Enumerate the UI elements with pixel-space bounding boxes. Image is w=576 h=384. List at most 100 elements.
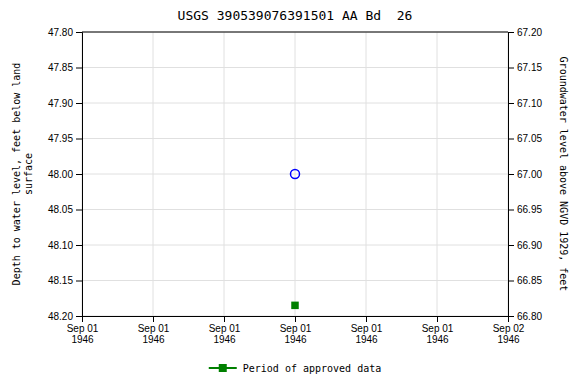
y2-tick-mark bbox=[508, 210, 514, 211]
point bbox=[291, 170, 300, 179]
y-tick-mark bbox=[76, 245, 82, 246]
x-tick-mark bbox=[366, 316, 367, 322]
x-tick-mark bbox=[437, 316, 438, 322]
y-tick-mark bbox=[76, 139, 82, 140]
y2-tick-mark bbox=[508, 103, 514, 104]
y-tick-label: 48.00 bbox=[48, 169, 73, 180]
y2-tick-mark bbox=[508, 245, 514, 246]
y-axis: 47.80 47.85 47.90 47.95 48.00 48.05 48.10 48.15… bbox=[48, 27, 83, 322]
text-line: Sep 01 bbox=[422, 323, 454, 334]
y2-tick-label: 67.15 bbox=[517, 62, 542, 73]
x-tick-label: Sep 011946 bbox=[351, 323, 383, 345]
y2-tick: 67.05 bbox=[508, 133, 542, 144]
x-tick: Sep 021946 bbox=[493, 316, 525, 345]
y2-tick-mark bbox=[508, 174, 514, 175]
legend-swatch-marker bbox=[219, 364, 227, 372]
x-tick: Sep 011946 bbox=[422, 316, 454, 345]
x-tick: Sep 011946 bbox=[138, 316, 170, 345]
x-tick-mark bbox=[508, 316, 509, 322]
text-line: Sep 01 bbox=[280, 323, 312, 334]
y-tick: 48.20 bbox=[48, 311, 82, 322]
y-axis-line bbox=[76, 33, 83, 317]
x-tick: Sep 011946 bbox=[209, 316, 241, 345]
y2-tick: 67.10 bbox=[508, 98, 542, 109]
y-tick: 47.90 bbox=[48, 98, 82, 109]
y-tick: 48.10 bbox=[48, 240, 82, 251]
y-tick: 48.05 bbox=[48, 204, 82, 215]
x-tick-label: Sep 011946 bbox=[422, 323, 454, 345]
y-tick-mark bbox=[76, 316, 82, 317]
y2-tick-mark bbox=[508, 68, 514, 69]
x-tick-label: Sep 011946 bbox=[138, 323, 170, 345]
text-line: Sep 01 bbox=[67, 323, 99, 334]
x-tick-label: Sep 021946 bbox=[493, 323, 525, 345]
y-tick: 48.15 bbox=[48, 275, 82, 286]
text-line: Sep 01 bbox=[209, 323, 241, 334]
text-line: 1946 bbox=[497, 334, 520, 345]
x-axis-line bbox=[83, 317, 509, 323]
text-line: 1946 bbox=[213, 334, 236, 345]
y-tick-mark bbox=[76, 32, 82, 33]
y2-tick-mark bbox=[508, 139, 514, 140]
y2-tick: 66.90 bbox=[508, 240, 542, 251]
y2-tick: 67.20 bbox=[508, 27, 542, 38]
x-tick-mark bbox=[82, 316, 83, 322]
x-tick-label: Sep 011946 bbox=[209, 323, 241, 345]
x-axis: Sep 011946Sep 011946Sep 011946Sep 011946… bbox=[67, 316, 525, 345]
y-tick-label: 47.95 bbox=[48, 133, 73, 144]
text-line: surface bbox=[23, 153, 34, 195]
y2-tick-label: 66.80 bbox=[517, 311, 542, 322]
text-line: Sep 01 bbox=[138, 323, 170, 334]
y2-axis-line bbox=[509, 33, 515, 317]
y2-tick: 67.15 bbox=[508, 62, 542, 73]
text-line: 1946 bbox=[142, 334, 165, 345]
x-tick: Sep 011946 bbox=[280, 316, 312, 345]
plot: 47.80 47.85 47.90 47.95 48.00 48.05 48.10 48.15… bbox=[48, 27, 542, 345]
y-tick-mark bbox=[76, 174, 82, 175]
grid-line bbox=[437, 32, 438, 316]
y-tick-mark bbox=[76, 210, 82, 211]
y-tick: 47.85 bbox=[48, 62, 82, 73]
grid-line bbox=[153, 32, 154, 316]
y-tick-label: 47.80 bbox=[48, 27, 73, 38]
text-line: 1946 bbox=[284, 334, 307, 345]
x-tick-label: Sep 011946 bbox=[280, 323, 312, 345]
y-tick-mark bbox=[76, 281, 82, 282]
marks bbox=[291, 170, 300, 309]
y-tick: 47.80 bbox=[48, 27, 82, 38]
y-tick-label: 48.10 bbox=[48, 240, 73, 251]
y-tick-mark bbox=[76, 68, 82, 69]
title: USGS 390539076391501 AA Bd 26 bbox=[178, 8, 413, 23]
text-line: Sep 02 bbox=[493, 323, 525, 334]
y2-tick-mark bbox=[508, 32, 514, 33]
legend: Period of approved data bbox=[209, 363, 381, 374]
point bbox=[292, 302, 298, 308]
grid-line bbox=[295, 32, 296, 316]
y-tick-label: 48.15 bbox=[48, 275, 73, 286]
frame-line bbox=[82, 32, 508, 33]
chart: 47.80 47.85 47.90 47.95 48.00 48.05 48.10 48.15… bbox=[0, 0, 576, 384]
y-tick-label: 48.20 bbox=[48, 311, 73, 322]
x-tick-mark bbox=[153, 316, 154, 322]
y2-tick: 66.80 bbox=[508, 311, 542, 322]
y2-tick-label: 66.85 bbox=[517, 275, 542, 286]
x-tick-mark bbox=[295, 316, 296, 322]
text-line: 1946 bbox=[426, 334, 449, 345]
y2-tick-mark bbox=[508, 281, 514, 282]
text-line: 1946 bbox=[71, 334, 94, 345]
y-tick-label: 47.85 bbox=[48, 62, 73, 73]
legend-item: Period of approved data bbox=[209, 363, 381, 374]
y-axis-title: Depth to water level, feet below landsur… bbox=[11, 63, 34, 286]
y2-tick-label: 67.10 bbox=[517, 98, 542, 109]
y-tick: 47.95 bbox=[48, 133, 82, 144]
text-line: Depth to water level, feet below land bbox=[11, 63, 22, 286]
y2-tick-label: 67.00 bbox=[517, 169, 542, 180]
y2-tick: 66.85 bbox=[508, 275, 542, 286]
x-tick-mark bbox=[224, 316, 225, 322]
x-tick-label: Sep 011946 bbox=[67, 323, 99, 345]
x-tick: Sep 011946 bbox=[351, 316, 383, 345]
y2-tick-label: 66.95 bbox=[517, 204, 542, 215]
y-tick-label: 47.90 bbox=[48, 98, 73, 109]
y2-tick-label: 67.20 bbox=[517, 27, 542, 38]
grid-line bbox=[366, 32, 367, 316]
